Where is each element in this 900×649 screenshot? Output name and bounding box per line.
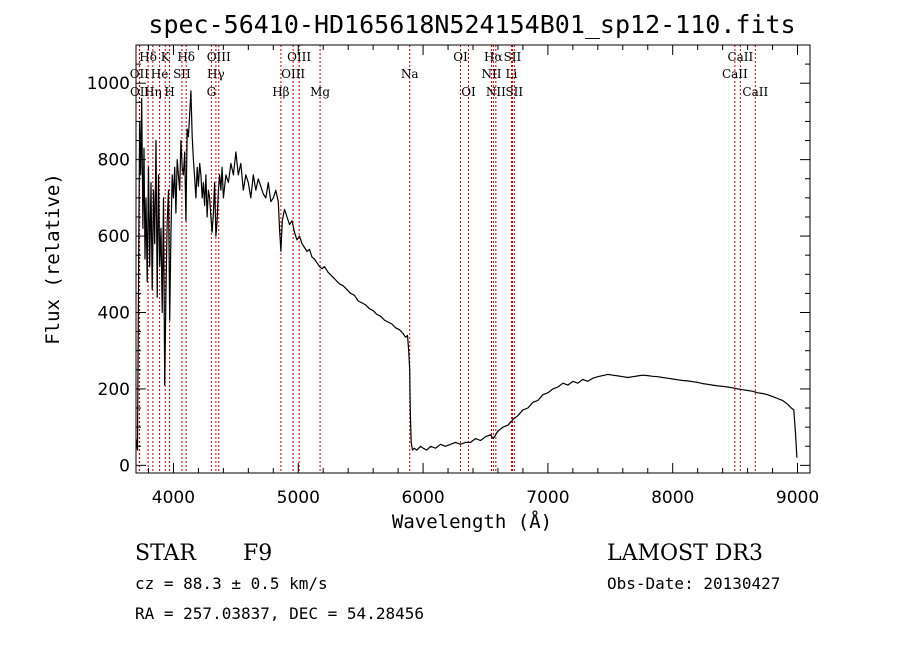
y-tick-label-0: 0 [119,456,130,476]
line-label-8: Hδ [177,50,195,64]
line-label-11: G [207,85,217,99]
line-label-26: CaII [722,67,748,81]
line-label-16: Na [401,67,419,81]
line-label-27: CaII [742,85,768,99]
y-tick-label-1: 200 [98,380,130,400]
x-tick-label-5: 9000 [776,488,819,508]
line-label-22: SII [504,50,522,64]
line-label-13: OIII [287,50,311,64]
x-tick-label-1: 5000 [277,488,320,508]
y-tick-label-2: 400 [98,304,130,324]
x-tick-label-4: 8000 [651,488,694,508]
flux-series-line [135,90,798,458]
line-label-6: H [164,85,174,99]
line-label-1: OII [130,67,150,81]
line-label-9: OIII [207,50,231,64]
line-label-14: OIII [281,67,305,81]
plot-frame [135,44,811,474]
line-label-20: NII [481,67,501,81]
line-markers [138,45,756,473]
object-class: STAR [135,541,197,566]
redshift-info: cz = 88.3 ± 0.5 km/s [135,574,328,593]
line-label-10: Hγ [207,67,225,81]
y-axis-label: Flux (relative) [42,173,64,345]
line-label-4: He [151,67,169,81]
line-label-24: SII [505,85,523,99]
line-label-0: Hδ [139,50,157,64]
line-label-21: NII [486,85,506,99]
ra-dec-info: RA = 257.03837, DEC = 54.28456 [135,604,424,623]
x-tick-label-3: 7000 [526,488,569,508]
x-axis: 4000 5000 6000 7000 8000 9000 [147,45,819,508]
y-tick-label-5: 1000 [87,74,130,94]
line-label-3: K [161,50,171,64]
x-tick-label-0: 4000 [152,488,195,508]
x-axis-label: Wavelength (Å) [392,510,552,533]
line-label-25: CaII [727,50,753,64]
y-tick-label-3: 600 [98,227,130,247]
line-label-12: Hβ [272,85,289,99]
line-label-23: Li [506,67,518,81]
line-label-15: Mg [310,85,330,99]
line-label-5: Hη [144,85,162,99]
line-label-19: Hα [484,50,503,64]
line-label-2: OII [130,85,150,99]
y-tick-label-4: 800 [98,151,130,171]
spectral-subclass: F9 [243,541,272,566]
line-label-7: SII [173,67,191,81]
x-tick-label-2: 6000 [401,488,444,508]
line-label-18: OI [461,85,476,99]
survey-name: LAMOST DR3 [607,541,763,566]
line-labels: Hδ OII OII K He Hη H SII Hδ OIII Hγ G Hβ OIII OIII Mg Na… [130,50,769,99]
y-axis: 0 200 400 600 800 1000 [87,63,810,476]
obs-date: Obs-Date: 20130427 [607,574,780,593]
chart-title: spec-56410-HD165618N524154B01_sp12-110.f… [148,10,795,39]
line-label-17: OI [453,50,468,64]
